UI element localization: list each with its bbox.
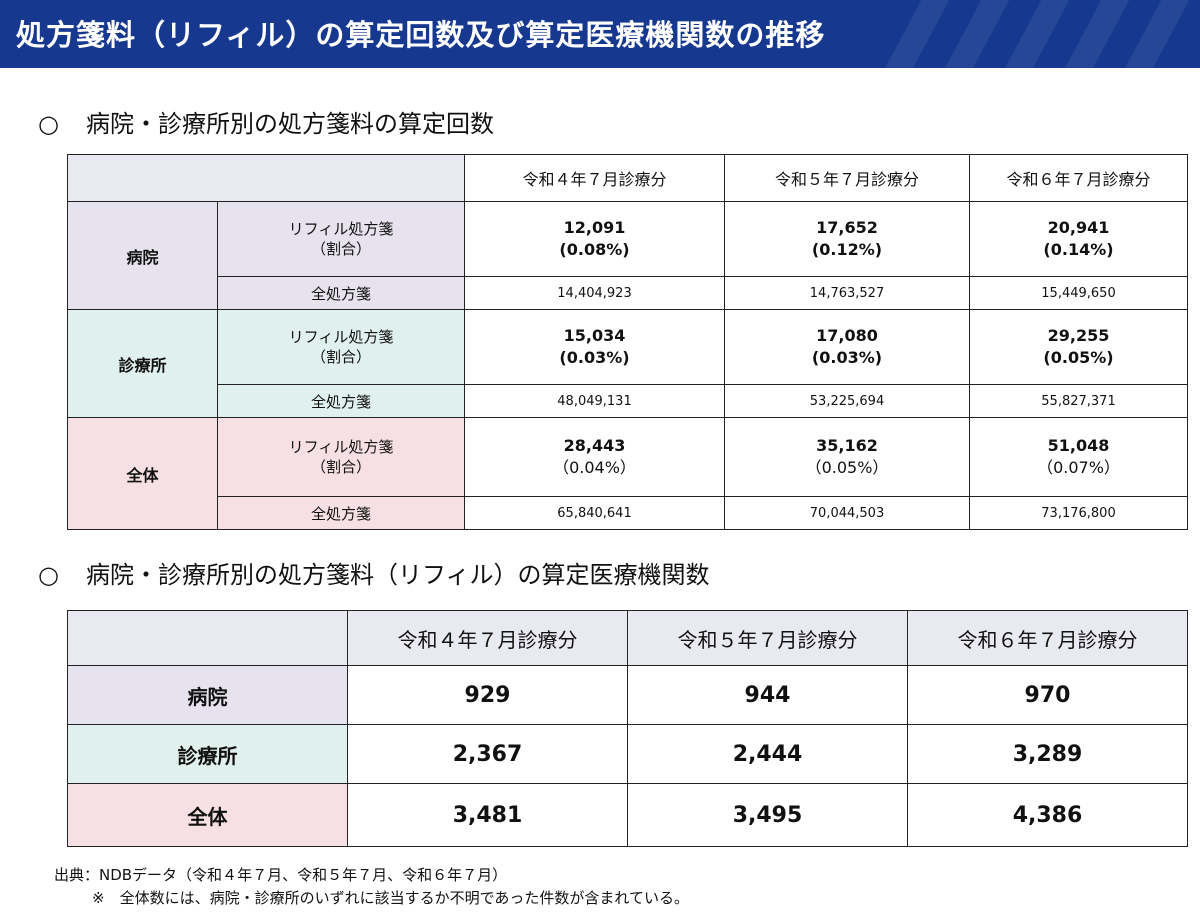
all-prescriptions-cell: 48,049,131 — [464, 384, 725, 418]
all-prescriptions-cell: 55,827,371 — [969, 384, 1188, 418]
row-category-hospital: 病院 — [67, 201, 218, 310]
table-row: 全体 3,481 3,495 4,386 — [67, 783, 1188, 847]
all-prescriptions-cell: 14,404,923 — [464, 276, 725, 310]
row-category-hospital: 病院 — [67, 665, 348, 725]
institution-count-table: 令和４年７月診療分 令和５年７月診療分 令和６年７月診療分 病院 929 944… — [67, 610, 1188, 847]
row-category-total: 全体 — [67, 783, 348, 847]
prescription-count-table: 令和４年７月診療分 令和５年７月診療分 令和６年７月診療分 病院 リフィル処方箋… — [67, 154, 1188, 530]
all-prescriptions-cell: 70,044,503 — [724, 496, 970, 530]
row-category-total: 全体 — [67, 417, 218, 530]
column-header: 令和５年７月診療分 — [724, 154, 970, 202]
all-prescriptions-label: 全処方箋 — [217, 276, 465, 310]
table-row: 診療所 2,367 2,444 3,289 — [67, 724, 1188, 784]
table-row: 全処方箋 65,840,641 70,044,503 73,176,800 — [68, 496, 1188, 530]
refill-cell: 17,080 (0.03%) — [724, 309, 970, 385]
count-cell: 4,386 — [907, 783, 1188, 847]
table-row: 病院 929 944 970 — [67, 665, 1188, 725]
table-row: 病院 リフィル処方箋 （割合） 12,091 (0.08%) 17,652 (0.1… — [67, 201, 1188, 310]
column-header: 令和４年７月診療分 — [464, 154, 725, 202]
refill-cell: 35,162 （0.05%） — [724, 417, 970, 497]
count-cell: 929 — [347, 665, 628, 725]
column-header: 令和６年７月診療分 — [969, 154, 1188, 202]
refill-cell: 12,091 (0.08%) — [464, 201, 725, 277]
row-category-clinic: 診療所 — [67, 309, 218, 418]
refill-label: リフィル処方箋 （割合） — [217, 309, 465, 385]
all-prescriptions-cell: 15,449,650 — [969, 276, 1188, 310]
bullet-circle: ○ — [38, 110, 59, 138]
refill-cell: 20,941 (0.14%) — [969, 201, 1188, 277]
refill-cell: 29,255 (0.05%) — [969, 309, 1188, 385]
table-header-row: 令和４年７月診療分 令和５年７月診療分 令和６年７月診療分 — [67, 610, 1188, 666]
bullet-circle: ○ — [38, 561, 59, 589]
page-title: 処方箋料（リフィル）の算定回数及び算定医療機関数の推移 — [16, 18, 826, 52]
source-note: 出典：NDBデータ（令和４年７月、令和５年７月、令和６年７月） — [54, 866, 508, 884]
all-prescriptions-label: 全処方箋 — [217, 384, 465, 418]
table-row: 全処方箋 48,049,131 53,225,694 55,827,371 — [68, 384, 1188, 418]
all-prescriptions-label: 全処方箋 — [217, 496, 465, 530]
count-cell: 2,444 — [627, 724, 908, 784]
table-header-corner — [67, 610, 348, 666]
row-category-clinic: 診療所 — [67, 724, 348, 784]
section1-heading: ○ 病院・診療所別の処方箋料の算定回数 — [38, 104, 494, 139]
count-cell: 3,495 — [627, 783, 908, 847]
table-header-corner — [67, 154, 465, 202]
title-banner: 処方箋料（リフィル）の算定回数及び算定医療機関数の推移 — [0, 0, 1200, 68]
section2-heading: ○ 病院・診療所別の処方箋料（リフィル）の算定医療機関数 — [38, 555, 710, 590]
column-header: 令和４年７月診療分 — [347, 610, 628, 666]
refill-cell: 17,652 (0.12%) — [724, 201, 970, 277]
count-cell: 944 — [627, 665, 908, 725]
column-header: 令和６年７月診療分 — [907, 610, 1188, 666]
section1-heading-text: 病院・診療所別の処方箋料の算定回数 — [86, 110, 494, 138]
table-row: 全体 リフィル処方箋 （割合） 28,443 （0.04%） 35,162 （0.0… — [67, 417, 1188, 530]
all-prescriptions-cell: 73,176,800 — [969, 496, 1188, 530]
count-cell: 3,481 — [347, 783, 628, 847]
count-cell: 3,289 — [907, 724, 1188, 784]
refill-cell: 15,034 (0.03%) — [464, 309, 725, 385]
table-row: 診療所 リフィル処方箋 （割合） 15,034 (0.03%) 17,080 (0.… — [67, 309, 1188, 418]
refill-cell: 51,048 （0.07%） — [969, 417, 1188, 497]
section2-heading-text: 病院・診療所別の処方箋料（リフィル）の算定医療機関数 — [86, 561, 710, 589]
table-row: 全処方箋 14,404,923 14,763,527 15,449,650 — [68, 276, 1188, 310]
all-prescriptions-cell: 14,763,527 — [724, 276, 970, 310]
refill-cell: 28,443 （0.04%） — [464, 417, 725, 497]
column-header: 令和５年７月診療分 — [627, 610, 908, 666]
count-cell: 970 — [907, 665, 1188, 725]
all-prescriptions-cell: 53,225,694 — [724, 384, 970, 418]
table-header-row: 令和４年７月診療分 令和５年７月診療分 令和６年７月診療分 — [67, 154, 1188, 202]
all-prescriptions-cell: 65,840,641 — [464, 496, 725, 530]
footnote: ※ 全体数には、病院・診療所のいずれに該当するか不明であった件数が含まれている。 — [92, 889, 689, 907]
refill-label: リフィル処方箋 （割合） — [217, 417, 465, 497]
refill-label: リフィル処方箋 （割合） — [217, 201, 465, 277]
count-cell: 2,367 — [347, 724, 628, 784]
